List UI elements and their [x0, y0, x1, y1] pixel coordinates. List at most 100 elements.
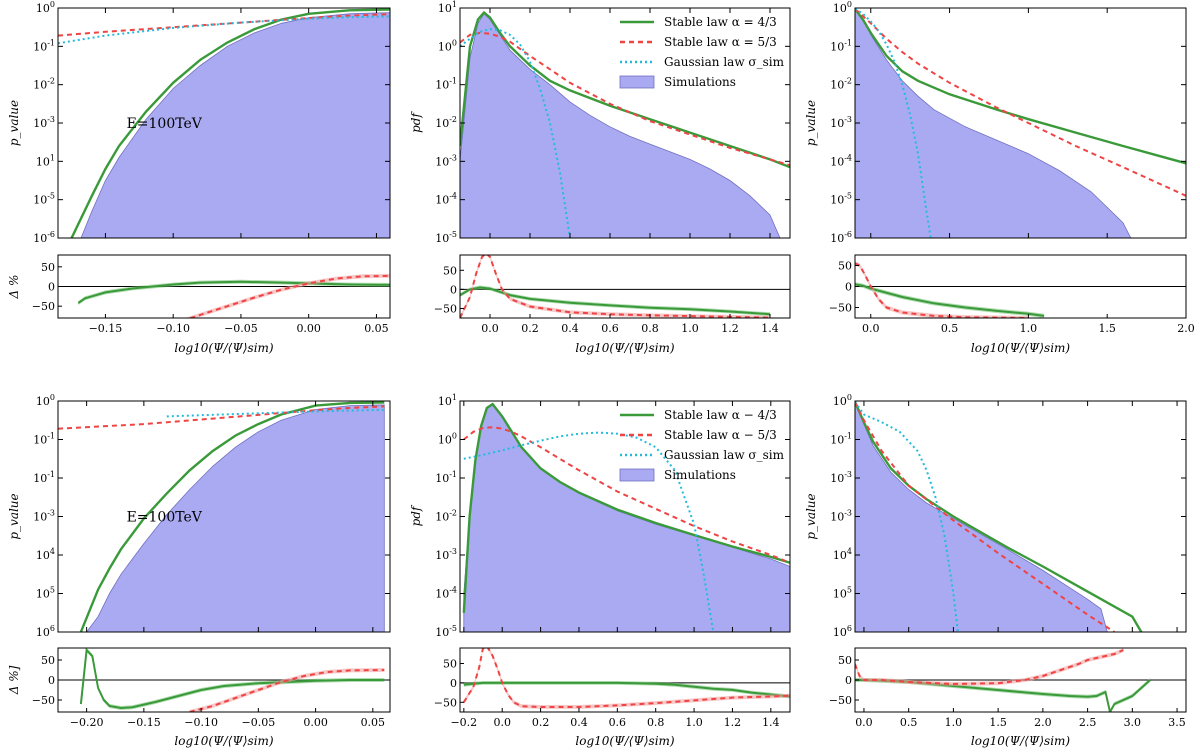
- y-tick-label: 104: [36, 547, 55, 562]
- x-tick-label: 0.0: [481, 322, 499, 335]
- x-tick-label: 0.5: [941, 322, 959, 335]
- residual-line-43: [463, 681, 790, 698]
- y-tick-label: 10-5: [435, 624, 457, 639]
- res-y-tick-label: 0: [450, 283, 457, 296]
- y-tick-label: 100: [833, 0, 852, 15]
- y-tick-label: 10-6: [33, 230, 55, 245]
- x-tick-label: 1.0: [945, 716, 963, 729]
- stable-53-line: [58, 405, 385, 430]
- x-tick-label: −0.20: [70, 716, 104, 729]
- y-tick-label: 10-1: [435, 77, 457, 92]
- x-tick-label: −0.05: [224, 322, 258, 335]
- res-y-tick-label: −50: [829, 302, 852, 315]
- y-tick-label: 10-3: [33, 115, 55, 130]
- res-y-tick-label: 0: [845, 674, 852, 687]
- y-tick-label: 10-1: [33, 432, 55, 447]
- residual-line-53: [187, 274, 390, 318]
- y-tick-label: 10-2: [435, 509, 457, 524]
- res-y-tick-label: −50: [434, 302, 457, 315]
- x-tick-label: 0.00: [296, 322, 321, 335]
- panel-r1c2: 101 100 10-1 10-2 10-3 10-4 10-5 pdf Stable law …: [409, 0, 791, 355]
- x-tick-label: −0.15: [127, 716, 161, 729]
- residual-line-43: [77, 280, 390, 304]
- residual-area: [855, 648, 1186, 712]
- x-tick-label: 1.2: [721, 322, 739, 335]
- y-axis-label: pdf: [409, 504, 423, 526]
- residual-line-43: [460, 286, 771, 316]
- plot-area: [462, 402, 790, 632]
- x-tick-label: 0.0: [493, 716, 511, 729]
- x-tick-label: 2.0: [1034, 716, 1052, 729]
- legend-swatch-sim: [619, 468, 655, 482]
- stable-43-line: [462, 402, 790, 613]
- stable-43-line: [79, 401, 385, 632]
- y-tick-label: 10-4: [830, 153, 852, 168]
- y-tick-label: 10-5: [33, 192, 55, 207]
- x-tick-label: 1.2: [724, 716, 742, 729]
- x-tick-label: 1.5: [1098, 322, 1116, 335]
- y-tick-label: 10-1: [33, 38, 55, 53]
- plot-area: [855, 401, 1143, 632]
- plot-area: [58, 8, 390, 238]
- simulations-histogram: [855, 401, 1108, 632]
- x-axis-label: log10(Ψ/⟨Ψ⟩sim): [174, 734, 274, 748]
- residual-area: [460, 255, 790, 318]
- res-y-tick-label: −50: [32, 300, 55, 313]
- legend-label: Simulations: [664, 468, 736, 482]
- res-y-tick-label: 50: [443, 264, 457, 277]
- x-tick-label: 0.8: [647, 716, 665, 729]
- x-tick-label: 0.5: [900, 716, 918, 729]
- x-tick-label: −0.2: [450, 716, 477, 729]
- y-tick-label: 10-1: [830, 38, 852, 53]
- residual-band-43: [855, 282, 1045, 318]
- x-tick-label: 0.2: [532, 716, 550, 729]
- x-tick-label: 1.0: [681, 322, 699, 335]
- residual-line-53: [189, 669, 385, 712]
- y-tick-label: 10-5: [435, 230, 457, 245]
- residual-area: [58, 648, 390, 712]
- x-tick-label: 1.0: [685, 716, 703, 729]
- x-tick-label: 3.5: [1168, 716, 1186, 729]
- x-tick-label: 0.2: [521, 322, 539, 335]
- x-tick-label: −0.10: [156, 322, 190, 335]
- y-tick-label: 104: [833, 547, 852, 562]
- x-axis-label: log10(Ψ/⟨Ψ⟩sim): [575, 734, 675, 748]
- y-tick-label: 105: [833, 586, 852, 601]
- x-tick-label: 1.4: [762, 716, 780, 729]
- panel-r2c1: 100 10-1 10-1 10-3 104 105 106 p_value E=100TeV 5…: [7, 393, 391, 748]
- y-tick-label: 10-5: [830, 192, 852, 207]
- residual-line-43: [855, 283, 1045, 317]
- y-tick-label: 101: [36, 153, 55, 168]
- y-tick-label: 100: [36, 0, 55, 15]
- stable-43-line: [855, 401, 1143, 632]
- res-y-tick-label: 50: [838, 260, 852, 273]
- x-axis-label: log10(Ψ/⟨Ψ⟩sim): [575, 341, 675, 355]
- stable-53-line: [855, 401, 1115, 632]
- res-y-tick-label: −50: [829, 694, 852, 707]
- stable-53-line: [463, 426, 790, 564]
- res-y-axis-label: Δ %: [7, 275, 21, 300]
- x-tick-label: 1.0: [1020, 322, 1038, 335]
- energy-annotation: E=100TeV: [127, 510, 203, 526]
- x-tick-label: 1.5: [989, 716, 1007, 729]
- y-tick-label: 101: [438, 393, 457, 408]
- legend-swatch-sim: [619, 75, 655, 89]
- residual-axes-frame: [459, 647, 791, 713]
- residual-line-53: [462, 648, 790, 708]
- legend-label: Stable law α = 5/3: [664, 35, 777, 49]
- y-tick-label: 100: [438, 38, 457, 53]
- res-y-tick-label: 0: [48, 674, 55, 687]
- legend-label: Stable law α − 4/3: [664, 408, 777, 422]
- x-tick-label: 0.4: [570, 716, 588, 729]
- stable-43-line: [70, 8, 390, 238]
- x-tick-label: −0.10: [184, 716, 218, 729]
- y-tick-label: 10-4: [435, 192, 457, 207]
- simulations-histogram: [855, 8, 1132, 238]
- y-tick-label: 106: [36, 624, 55, 639]
- panel-r1c1: 100 10-1 10-2 10-3 101 10-5 10-6 p_value E=100Te…: [7, 0, 391, 355]
- x-tick-label: 0.0: [855, 716, 873, 729]
- y-tick-label: 10-1: [435, 470, 457, 485]
- legend-label: Gaussian law σ_sim: [664, 448, 785, 462]
- x-tick-label: −0.15: [89, 322, 123, 335]
- x-tick-label: 3.0: [1124, 716, 1142, 729]
